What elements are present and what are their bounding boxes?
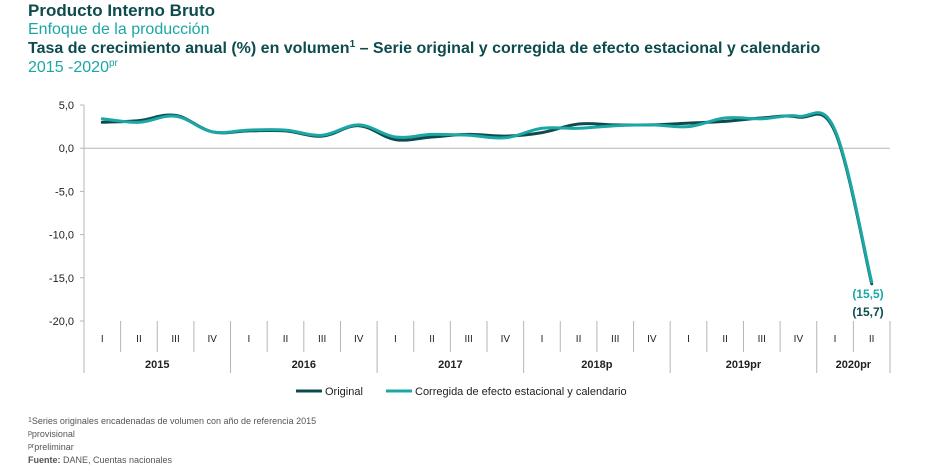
footnote-series-text: Series originales encadenadas de volumen… — [31, 416, 317, 426]
quarter-label: IV — [647, 334, 657, 345]
page-title: Producto Interno Bruto — [28, 1, 215, 20]
footnote-series-sup: 1 — [28, 417, 32, 424]
quarter-label: II — [869, 334, 875, 345]
quarter-label: IV — [501, 334, 511, 345]
annotation-corregida: (15,5) — [852, 287, 883, 301]
y-tick-label: -15,0 — [49, 273, 74, 285]
legend-label-original: Original — [325, 386, 363, 398]
chart-period-text: 2015 -2020 — [28, 59, 109, 76]
quarter-label: II — [722, 334, 728, 345]
quarter-label: III — [611, 334, 619, 345]
footnote-provisional-text: provisional — [31, 429, 75, 439]
growth-line-chart: 5,00,0-5,0-10,0-15,0-20,0I II III IV I II III I… — [49, 100, 891, 398]
quarter-label: I — [394, 334, 397, 345]
year-label: 2015 — [145, 359, 169, 371]
chart-title: Tasa de crecimiento anual (%) en volumen… — [28, 39, 821, 57]
footnote-source-text: DANE, Cuentas nacionales — [60, 455, 173, 465]
footnote-provisional: pprovisional — [28, 430, 75, 439]
chart-title-main: Tasa de crecimiento anual (%) en volumen — [28, 40, 350, 57]
quarter-label: II — [429, 334, 435, 345]
quarter-label: III — [171, 334, 179, 345]
quarter-label: IV — [794, 334, 804, 345]
chart-period: 2015 -2020pr — [28, 58, 118, 76]
year-label: 2017 — [438, 359, 462, 371]
year-label: 2018p — [581, 359, 612, 371]
quarter-label: III — [318, 334, 326, 345]
series-original-line — [100, 112, 874, 286]
footnote-preliminar: prpreliminar — [28, 443, 74, 452]
footnote-series: 1Series originales encadenadas de volume… — [28, 417, 316, 426]
annotation-original: (15,7) — [852, 305, 883, 319]
quarter-label: IV — [354, 334, 364, 345]
y-tick-label: 0,0 — [59, 143, 74, 155]
y-tick-label: -10,0 — [49, 230, 74, 242]
quarter-label: II — [283, 334, 289, 345]
series-corregida-line — [100, 111, 874, 284]
quarter-label: I — [687, 334, 690, 345]
quarter-label: I — [834, 334, 837, 345]
quarter-label: I — [541, 334, 544, 345]
year-label: 2020pr — [836, 359, 872, 371]
footnote-preliminar-text: preliminar — [34, 442, 74, 452]
y-tick-label: -20,0 — [49, 316, 74, 328]
legend-label-corregida: Corregida de efecto estacional y calenda… — [415, 386, 627, 398]
quarter-label: II — [136, 334, 142, 345]
y-tick-label: -5,0 — [55, 186, 74, 198]
page-subtitle: Enfoque de la producción — [28, 21, 210, 38]
quarter-label: I — [101, 334, 104, 345]
quarter-label: IV — [208, 334, 218, 345]
quarter-label: II — [576, 334, 582, 345]
footnote-preliminar-sup: pr — [28, 443, 35, 450]
footnote-source: Fuente: DANE, Cuentas nacionales — [28, 456, 172, 465]
chart-period-sup: pr — [108, 58, 118, 69]
chart-title-rest: – Serie original y corregida de efecto e… — [355, 40, 821, 57]
footnote-provisional-sup: p — [28, 430, 32, 437]
year-label: 2019pr — [726, 359, 762, 371]
y-tick-label: 5,0 — [59, 100, 74, 112]
footnote-source-label: Fuente: — [28, 455, 61, 465]
quarter-label: III — [465, 334, 473, 345]
quarter-label: I — [247, 334, 250, 345]
chart-title-footnote-ref: 1 — [349, 39, 356, 50]
year-label: 2016 — [292, 359, 316, 371]
quarter-label: III — [758, 334, 766, 345]
